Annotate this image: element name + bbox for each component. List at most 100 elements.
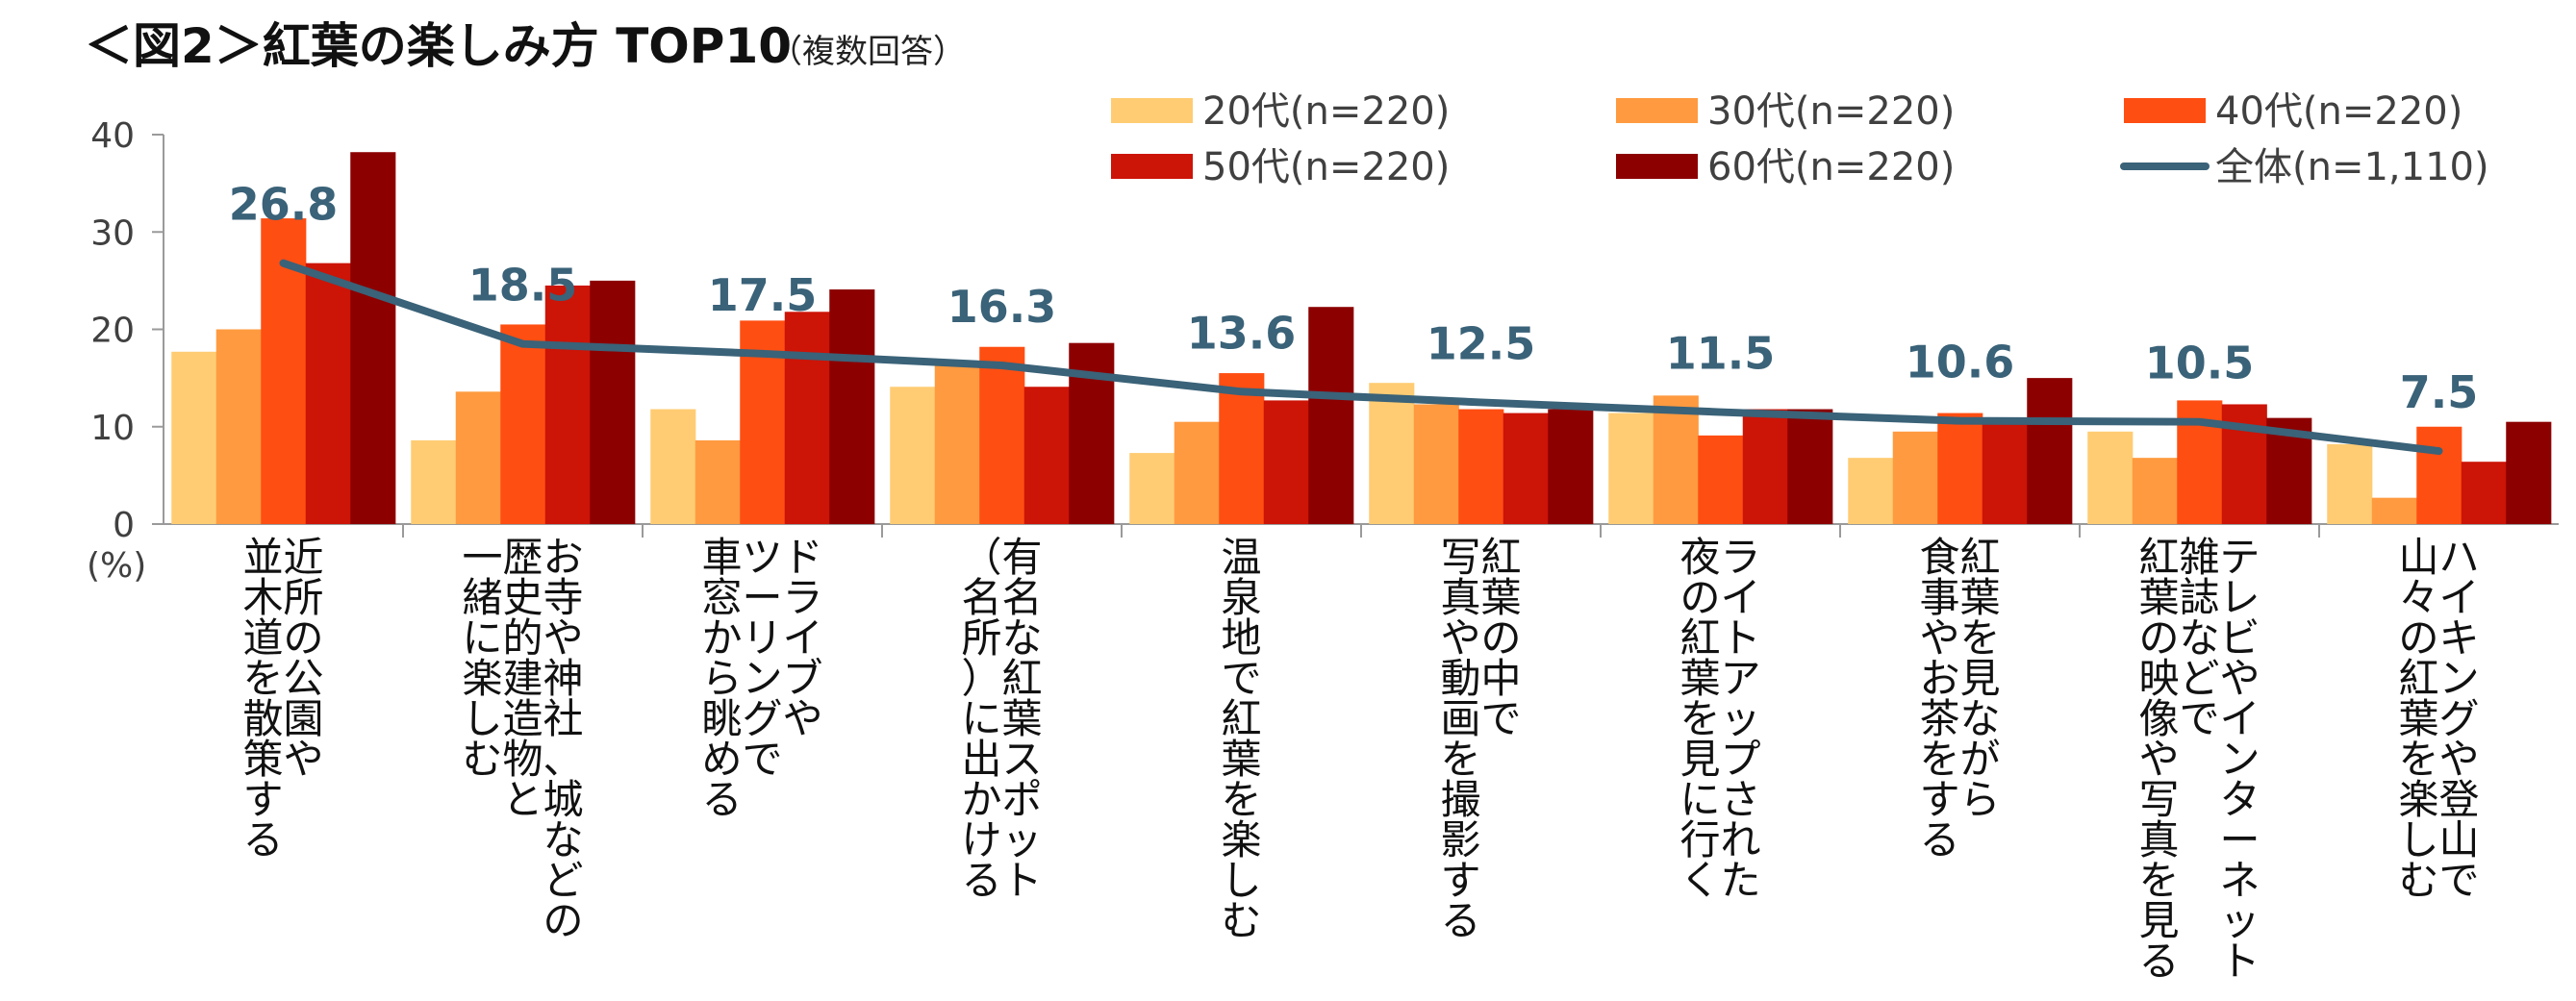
bar: [171, 351, 217, 524]
bar: [1308, 307, 1354, 524]
bar: [890, 387, 936, 524]
category-label: 紅葉の中で: [1480, 534, 1521, 742]
bar: [1413, 404, 1459, 524]
bar: [1219, 373, 1265, 524]
legend-swatch: [1111, 154, 1193, 179]
y-tick-label: 30: [90, 213, 135, 253]
bar: [500, 324, 546, 524]
bar: [934, 363, 980, 524]
category-label: ツーリングで: [742, 534, 782, 783]
bar: [784, 312, 830, 524]
bar: [1937, 413, 1983, 524]
legend-label: 全体(n=1,110): [2215, 145, 2489, 189]
bar: [1653, 395, 1699, 524]
bar: [215, 329, 262, 524]
legend-swatch: [2124, 98, 2206, 123]
category-label: 温泉地で紅葉を楽しむ: [1221, 534, 1261, 944]
unit-label: (%): [87, 546, 146, 586]
bar: [2327, 443, 2373, 524]
category-label: 並木道を散策する: [242, 534, 283, 863]
bar: [2087, 431, 2134, 524]
bar: [2506, 421, 2552, 524]
category-label: 車窓から眺める: [701, 534, 742, 823]
legend-swatch: [1111, 98, 1193, 123]
bar: [1129, 453, 1175, 524]
legend-swatch: [1616, 154, 1698, 179]
category-label: 一緒に楽しむ: [462, 534, 502, 783]
bar: [1848, 458, 1894, 524]
category-label: 有名な紅葉スポット: [1001, 534, 1042, 904]
bar: [1608, 413, 1654, 524]
legend-label: 40代(n=220): [2215, 89, 2462, 134]
bar: [305, 263, 351, 524]
total-data-label: 26.8: [229, 179, 339, 231]
category-label: 食事やお茶をする: [1919, 534, 1959, 863]
y-tick-label: 20: [90, 312, 135, 351]
bar: [2416, 426, 2462, 524]
bar: [2371, 497, 2417, 524]
legend-label: 30代(n=220): [1707, 89, 1955, 134]
category-label: 近所の公園や: [283, 534, 323, 783]
bar: [1787, 409, 1833, 524]
category-label: ハイキングや登山で: [2438, 534, 2479, 904]
chart-subtitle: （複数回答）: [770, 33, 966, 71]
category-label: お寺や神社、城などの: [543, 534, 583, 944]
bar: [590, 280, 636, 524]
total-data-label: 7.5: [2400, 366, 2479, 418]
category-label: ドライブや: [782, 534, 822, 742]
total-data-label: 18.5: [468, 260, 578, 312]
bar: [1458, 409, 1504, 524]
y-tick-label: 40: [90, 116, 135, 156]
bar: [979, 346, 1025, 524]
bar: [1892, 431, 1938, 524]
total-data-label: 11.5: [1666, 328, 1776, 380]
bar: [1982, 421, 2028, 524]
y-tick-label: 0: [113, 506, 135, 545]
category-label: 雑誌などで: [2179, 534, 2219, 742]
bar: [1369, 383, 1415, 524]
bar: [544, 285, 591, 524]
total-data-label: 12.5: [1427, 317, 1536, 369]
bar: [650, 409, 696, 524]
total-data-label: 10.6: [1906, 337, 2015, 388]
total-data-label: 17.5: [708, 269, 818, 321]
total-data-label: 10.5: [2145, 338, 2255, 389]
bar: [2027, 378, 2073, 524]
y-tick-label: 10: [90, 409, 135, 448]
total-line: [279, 259, 2443, 456]
total-line-layer: 26.8 18.5 17.5 16.3 13.6 12.5 11.5 10.6 10.5 7.5: [229, 179, 2479, 456]
bar: [2461, 462, 2507, 524]
category-label: 歴史的建造物と: [502, 534, 543, 823]
bar: [411, 439, 457, 524]
bar: [1503, 413, 1549, 524]
category-label: 山々の紅葉を楽しむ: [2398, 534, 2438, 904]
total-data-label: 16.3: [947, 281, 1057, 333]
category-label: テレビやインターネット、: [2219, 534, 2260, 1001]
legend-label: 50代(n=220): [1202, 145, 1450, 189]
chart-title: ＜図2＞紅葉の楽しみ方 TOP10: [85, 18, 792, 74]
category-label: 写真や動画を撮影する: [1440, 534, 1480, 944]
bar: [350, 152, 396, 524]
category-label: 夜の紅葉を見に行く: [1679, 534, 1720, 904]
bar: [1698, 435, 1744, 524]
legend-label: 20代(n=220): [1202, 89, 1450, 134]
bar: [1263, 400, 1309, 524]
legend-swatch: [1616, 98, 1698, 123]
category-label: ライトアップされた: [1720, 534, 1760, 904]
bar: [829, 288, 875, 524]
bar: [1548, 409, 1594, 524]
bar: [1174, 421, 1220, 524]
bar: [2132, 458, 2178, 524]
bar: [1742, 409, 1788, 524]
bar: [455, 391, 501, 524]
category-label: 紅葉の映像や写真を見る: [2138, 534, 2179, 985]
total-data-label: 13.6: [1187, 307, 1297, 359]
legend-label: 60代(n=220): [1707, 145, 1955, 189]
category-label: （名所）に出かける: [961, 534, 1001, 904]
bar: [1023, 387, 1070, 524]
legend: 20代(n=220) 30代(n=220) 40代(n=220) 50代(n=220)…: [1111, 89, 2489, 189]
category-label: 紅葉を見ながら: [1959, 534, 2000, 823]
bar: [695, 439, 741, 524]
